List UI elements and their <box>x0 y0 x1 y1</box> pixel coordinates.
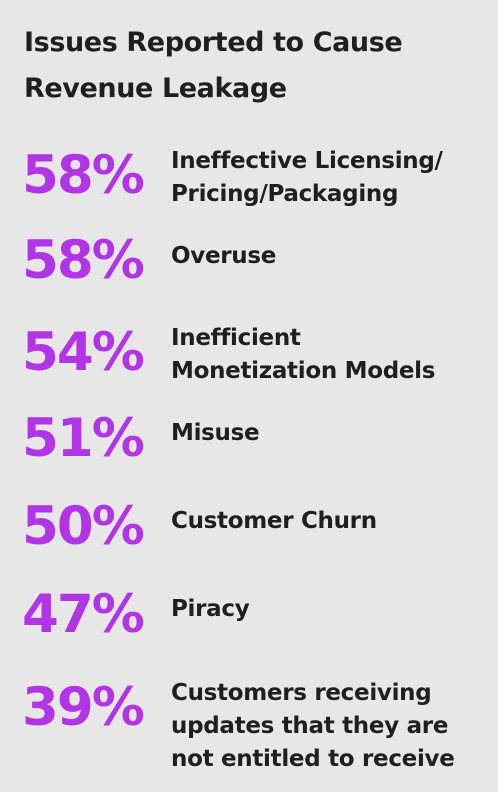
stat-percent: 47% <box>22 584 145 645</box>
stat-row-licensing: 58% Ineffective Licensing/ Pricing/Packa… <box>22 145 492 211</box>
stat-label: Misuse <box>171 420 260 446</box>
stat-label: Ineffective Licensing/ Pricing/Packaging <box>171 148 443 207</box>
stat-percent: 54% <box>22 322 145 383</box>
stat-percent: 39% <box>22 677 145 738</box>
stat-label: Piracy <box>171 596 250 622</box>
stat-label: Inefficient Monetization Models <box>171 325 436 384</box>
stat-percent: 50% <box>22 496 145 557</box>
chart-title: Issues Reported to Cause Revenue Leakage <box>24 27 403 104</box>
stat-label: Customers receiving updates that they ar… <box>171 680 455 772</box>
stat-row-piracy: 47% Piracy <box>22 584 492 646</box>
stat-percent: 58% <box>22 145 145 206</box>
stat-row-churn: 50% Customer Churn <box>22 496 492 558</box>
stat-percent: 58% <box>22 230 145 291</box>
stat-label: Overuse <box>171 243 277 269</box>
stat-row-updates: 39% Customers receiving updates that the… <box>22 677 492 776</box>
stat-row-misuse: 51% Misuse <box>22 408 492 470</box>
stat-row-monetization: 54% Inefficient Monetization Models <box>22 322 492 388</box>
stat-row-overuse: 58% Overuse <box>22 230 492 292</box>
stat-label: Customer Churn <box>171 508 377 534</box>
stat-percent: 51% <box>22 408 145 469</box>
